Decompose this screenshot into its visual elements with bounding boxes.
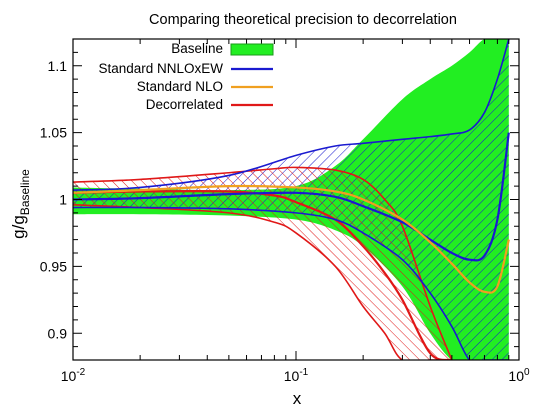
- decorrelated-band-hatch: [73, 167, 452, 360]
- x-axis: 10-2 10-1 100: [61, 39, 530, 384]
- nnlo-central-line: [73, 132, 510, 262]
- y-axis-label: g/gBaseline: [9, 169, 32, 239]
- legend: Baseline Standard NNLOxEW Standard NLO D…: [98, 41, 274, 112]
- legend-label-nnlo: Standard NNLOxEW: [98, 61, 223, 76]
- nnlo-upper-line: [73, 39, 510, 191]
- legend-label-baseline: Baseline: [171, 41, 223, 56]
- y-axis: 0.9 0.95 1 1.05 1.1: [40, 38, 519, 348]
- nnlo-lower-line: [73, 206, 509, 360]
- legend-swatch-baseline: [230, 43, 274, 56]
- legend-label-nlo: Standard NLO: [137, 79, 223, 94]
- plot-area: [73, 39, 510, 360]
- x-tick-label: 10-2: [61, 367, 86, 384]
- nlo-central-line: [73, 184, 510, 294]
- legend-label-decorrelated: Decorrelated: [146, 97, 223, 112]
- y-tick-label: 1: [59, 192, 67, 208]
- x-axis-label: x: [293, 389, 302, 408]
- y-tick-label: 0.9: [48, 325, 68, 341]
- y-tick-label: 1.05: [40, 125, 67, 141]
- chart-title: Comparing theoretical precision to decor…: [149, 12, 457, 28]
- x-tick-label: 100: [508, 367, 530, 384]
- decorrelated-upper-line: [73, 166, 453, 360]
- decorrelated-lower-line: [73, 204, 452, 360]
- y-tick-label: 0.95: [40, 258, 67, 274]
- y-tick-label: 1.1: [48, 58, 68, 74]
- x-tick-label: 10-1: [284, 367, 309, 384]
